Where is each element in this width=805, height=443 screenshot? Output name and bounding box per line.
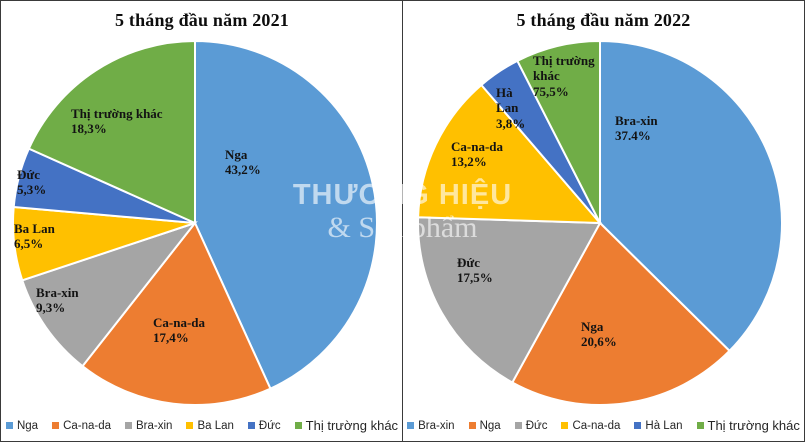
legend-swatch-icon bbox=[696, 422, 704, 429]
legend-label: Đức bbox=[525, 419, 548, 432]
legend-swatch-icon bbox=[561, 422, 569, 429]
legend-item[interactable]: Đức bbox=[247, 419, 281, 432]
slice-label-bra-xin-2022: Bra-xin 37.4% bbox=[615, 113, 658, 144]
slice-label-thi-truong-khac-pct: 18,3% bbox=[71, 121, 107, 137]
legend-item[interactable]: Ca-na-da bbox=[52, 420, 111, 432]
chart-title-2022: 5 tháng đầu năm 2022 bbox=[516, 10, 691, 30]
legend-2021: Nga Ca-na-da Bra-xin Ba Lan Đức Thị trường kh… bbox=[1, 418, 403, 433]
slice-label-bra-xin-name: Bra-xin bbox=[36, 285, 79, 300]
slice-label-ba-lan-name: Ba Lan bbox=[14, 221, 55, 236]
pie-slice bbox=[81, 221, 272, 406]
slice-label-thi-truong-khac-name: Thị trường khác bbox=[71, 106, 163, 121]
slice-label-ca-na-da-name: Ca-na-da bbox=[153, 315, 206, 330]
legend-swatch-icon bbox=[514, 422, 522, 429]
slice-label-thi-truong-khac: Thị trường khác 18,3% bbox=[71, 106, 163, 137]
slice-label-duc-2022: Đức 17,5% bbox=[457, 255, 493, 286]
legend-item[interactable]: Nga bbox=[5, 419, 39, 432]
legend-label: Thị trường khác bbox=[305, 418, 399, 433]
legend-item[interactable]: Bra-xin bbox=[407, 419, 455, 432]
legend-swatch-icon bbox=[52, 422, 60, 429]
slice-label-ha-lan-2022-name: Hà Lan bbox=[496, 85, 519, 116]
slice-label-nga-2022-name: Nga bbox=[581, 319, 604, 334]
pie-slice bbox=[516, 39, 601, 224]
slice-label-ca-na-da-pct: 17,4% bbox=[153, 330, 189, 346]
slice-label-ca-na-da: Ca-na-da 17,4% bbox=[153, 315, 205, 346]
slice-label-bra-xin-2022-name: Bra-xin bbox=[615, 113, 658, 128]
legend-label: Ca-na-da bbox=[63, 419, 112, 432]
legend-label: Đức bbox=[258, 419, 281, 432]
panel-divider bbox=[402, 0, 403, 442]
slice-label-bra-xin-2022-pct: 37.4% bbox=[615, 128, 651, 144]
legend-label: Bra-xin bbox=[418, 419, 455, 432]
slice-label-thi-truong-khac-2022: Thị trường khác 75,5% bbox=[533, 53, 595, 99]
pie-slice bbox=[194, 39, 378, 390]
panel-2021: 5 tháng đầu năm 2021 Nga 43,2% Ca-na-da … bbox=[0, 0, 403, 442]
legend-label: Ca-na-da bbox=[572, 419, 621, 432]
pie-slice bbox=[599, 39, 783, 353]
slice-label-thi-truong-khac-2022-name: Thị trường khác bbox=[533, 53, 595, 84]
slice-label-ha-lan-2022: Hà Lan 3,8% bbox=[496, 85, 526, 131]
legend-item[interactable]: Hà Lan bbox=[634, 419, 683, 432]
slice-label-duc-name: Đức bbox=[17, 167, 40, 182]
legend-item[interactable]: Nga bbox=[468, 419, 501, 432]
legend-swatch-icon bbox=[247, 422, 255, 429]
slice-label-ba-lan: Ba Lan 6,5% bbox=[14, 221, 55, 252]
slice-label-thi-truong-khac-2022-pct: 75,5% bbox=[533, 83, 569, 99]
legend-item[interactable]: Thị trường khác bbox=[696, 418, 800, 433]
legend-label: Hà Lan bbox=[645, 419, 683, 432]
slice-label-nga: Nga 43,2% bbox=[225, 147, 261, 178]
legend-swatch-icon bbox=[634, 422, 642, 429]
pie-svg-2022 bbox=[417, 39, 783, 406]
slice-label-ha-lan-2022-pct: 3,8% bbox=[496, 115, 526, 131]
slice-label-duc-2022-name: Đức bbox=[457, 255, 480, 270]
legend-swatch-icon bbox=[294, 422, 302, 429]
legend-swatch-icon bbox=[5, 422, 13, 429]
pie-slice bbox=[510, 221, 731, 406]
pie-slice bbox=[27, 39, 196, 225]
slice-label-ba-lan-pct: 6,5% bbox=[14, 236, 44, 252]
legend-item[interactable]: Bra-xin bbox=[125, 420, 172, 432]
legend-label: Thị trường khác bbox=[707, 418, 800, 433]
slice-label-duc-2022-pct: 17,5% bbox=[457, 270, 493, 286]
slice-label-ca-na-da-2022-name: Ca-na-da bbox=[451, 139, 504, 154]
legend-item[interactable]: Đức bbox=[514, 419, 548, 432]
pie-chart-2022 bbox=[403, 1, 805, 443]
slice-label-duc: Đức 5,3% bbox=[17, 167, 46, 198]
pie-chart-2021 bbox=[1, 1, 404, 443]
slice-label-duc-pct: 5,3% bbox=[17, 182, 47, 198]
legend-swatch-icon bbox=[186, 422, 194, 429]
slice-label-nga-name: Nga bbox=[225, 147, 248, 162]
slice-label-nga-pct: 43,2% bbox=[225, 162, 261, 178]
legend-2022: Bra-xin Nga Đức Ca-na-da Hà Lan Thị trường kh… bbox=[403, 418, 804, 433]
legend-label: Ba Lan bbox=[197, 419, 234, 432]
slice-label-ca-na-da-2022-pct: 13,2% bbox=[451, 154, 487, 170]
slice-label-bra-xin-pct: 9,3% bbox=[36, 300, 66, 316]
legend-label: Bra-xin bbox=[136, 419, 173, 432]
legend-swatch-icon bbox=[125, 422, 133, 429]
legend-swatch-icon bbox=[468, 422, 476, 429]
panel-2022: 5 tháng đầu năm 2022 Bra-xin 37.4% Nga 2… bbox=[402, 0, 805, 442]
slice-label-nga-2022: Nga 20,6% bbox=[581, 319, 617, 350]
legend-item[interactable]: Ca-na-da bbox=[561, 420, 620, 432]
pie-slice bbox=[417, 83, 603, 225]
chart-title-2021: 5 tháng đầu năm 2021 bbox=[114, 10, 290, 30]
pie-slice bbox=[417, 216, 602, 384]
legend-item[interactable]: Thị trường khác bbox=[294, 418, 399, 433]
legend-label: Nga bbox=[479, 419, 501, 432]
slice-label-ca-na-da-2022: Ca-na-da 13,2% bbox=[451, 139, 503, 170]
slice-label-nga-2022-pct: 20,6% bbox=[581, 334, 617, 350]
pie-svg-2021 bbox=[12, 39, 378, 406]
pie-slice bbox=[21, 221, 198, 368]
legend-swatch-icon bbox=[407, 422, 415, 429]
legend-item[interactable]: Ba Lan bbox=[186, 419, 234, 432]
legend-label: Nga bbox=[16, 419, 39, 432]
slice-label-bra-xin: Bra-xin 9,3% bbox=[36, 285, 79, 316]
